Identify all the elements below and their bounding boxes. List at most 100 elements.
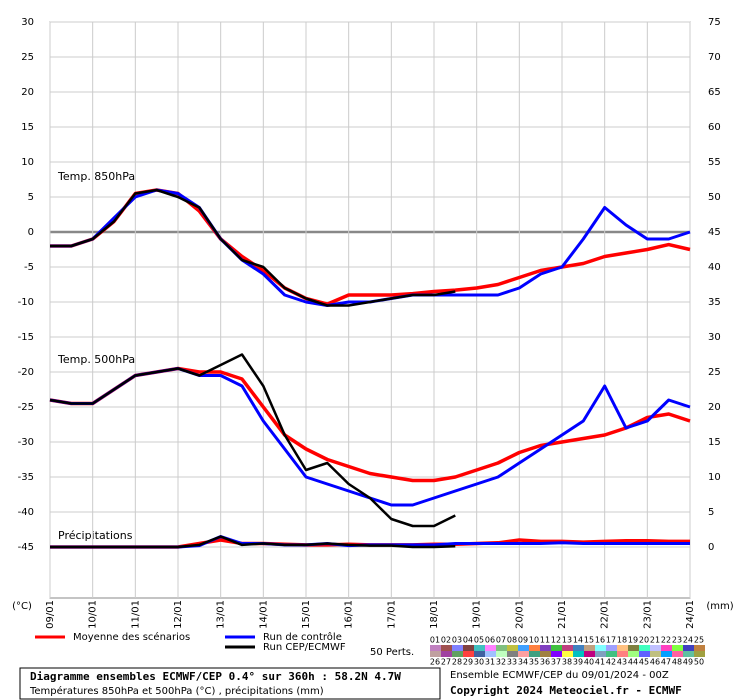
x-tick-label: 21/01 [557,600,568,629]
perturbation-swatch [661,645,672,651]
perturbation-label: 34 [518,658,528,667]
perturbation-swatch [606,645,617,651]
legend-label: Moyenne des scénarios [73,631,190,643]
perturbation-label: 13 [562,636,572,645]
perturbation-swatch [584,645,595,651]
panel-label: Précipitations [58,529,133,542]
perturbation-swatch [628,645,639,651]
perturbation-swatch [650,645,661,651]
perturbation-swatch [683,645,694,651]
perturbation-swatch [463,645,474,651]
perturbation-swatch [518,651,529,657]
perturbation-swatch [595,645,606,651]
perturbation-swatch [672,645,683,651]
perturbation-label: 05 [474,636,484,645]
perturbation-swatch [683,651,694,657]
perturbation-label: 35 [529,658,539,667]
y-tick-label: -40 [18,507,34,518]
perturbation-swatch [584,651,595,657]
x-tick-label: 19/01 [472,600,483,629]
perturbation-swatch [540,651,551,657]
perturbation-label: 18 [617,636,627,645]
series-line [50,188,456,307]
perturbation-label: 07 [496,636,506,645]
perturbation-label: 04 [463,636,473,645]
perturbation-label: 33 [507,658,517,667]
perturbation-label: 48 [672,658,682,667]
perturbation-label: 39 [573,658,583,667]
perturbation-swatch [452,651,463,657]
y2-tick-label: 70 [708,52,721,63]
perturbation-label: 28 [452,658,462,667]
perturbation-label: 44 [628,658,638,667]
perturbation-label: 50 [694,658,704,667]
perturbation-swatch [562,651,573,657]
y2-tick-label: 25 [708,367,721,378]
perturbation-swatch [562,645,573,651]
perturbation-label: 17 [606,636,616,645]
perturbation-label: 11 [540,636,550,645]
perturbation-label: 01 [430,636,440,645]
x-tick-label: 09/01 [45,600,56,629]
perturbation-label: 40 [584,658,594,667]
x-tick-label: 22/01 [600,600,611,629]
run-info: Ensemble ECMWF/CEP du 09/01/2024 - 00Z [450,670,669,681]
footer-subtitle: Températures 850hPa et 500hPa (°C) , pré… [29,685,324,697]
perturbation-label: 30 [474,658,484,667]
x-tick-label: 18/01 [429,600,440,629]
perturbation-label: 12 [551,636,561,645]
y-tick-label: 15 [21,122,34,133]
y2-tick-label: 30 [708,332,721,343]
y-tick-label: -5 [24,262,34,273]
perturbation-swatch [551,651,562,657]
perturbation-label: 46 [650,658,660,667]
perturbation-swatch [617,651,628,657]
x-tick-label: 15/01 [301,600,312,629]
perturbation-label: 14 [573,636,583,645]
perturbation-label: 47 [661,658,671,667]
y-tick-label: -30 [18,437,34,448]
x-tick-label: 20/01 [514,600,525,629]
perturbation-swatch [573,651,584,657]
y-tick-label: 0 [28,227,34,238]
footer-title: Diagramme ensembles ECMWF/CEP 0.4° sur 3… [30,670,401,683]
y-tick-label: 30 [21,17,34,28]
perturbation-swatch [518,645,529,651]
perturbation-swatch [441,645,452,651]
perturbation-swatch [430,651,441,657]
perturbation-swatch [540,645,551,651]
perturbation-label: 10 [529,636,539,645]
perturbation-swatch [452,645,463,651]
perturbation-swatch [639,651,650,657]
perturbation-swatch [650,651,661,657]
y-tick-label: 25 [21,52,34,63]
perturbation-swatch [463,651,474,657]
y2-tick-label: 45 [708,227,721,238]
x-tick-label: 23/01 [642,600,653,629]
y2-tick-label: 55 [708,157,721,168]
y-tick-label: -25 [18,402,34,413]
perturbation-label: 02 [441,636,451,645]
perturbation-swatch [441,651,452,657]
perturbation-swatch [628,651,639,657]
y2-tick-label: 40 [708,262,721,273]
y-tick-label: -10 [18,297,34,308]
perturbation-label: 36 [540,658,550,667]
perturbation-swatch [573,645,584,651]
perturbation-label: 37 [551,658,561,667]
perturbation-label: 32 [496,658,506,667]
perturbation-label: 25 [694,636,704,645]
y2-tick-label: 75 [708,17,721,28]
perturbation-swatch [430,645,441,651]
perturbation-swatch [496,651,507,657]
y2-tick-label: 15 [708,437,721,448]
perturbation-swatch [485,651,496,657]
copyright: Copyright 2024 Meteociel.fr - ECMWF [450,684,682,697]
legend-label: Run de contrôle [263,631,342,643]
perturbation-swatch [694,645,705,651]
perturbation-swatch [551,645,562,651]
perturbation-swatch [694,651,705,657]
x-tick-label: 10/01 [88,600,99,629]
perturbation-label: 21 [650,636,660,645]
y2-tick-label: 60 [708,122,721,133]
